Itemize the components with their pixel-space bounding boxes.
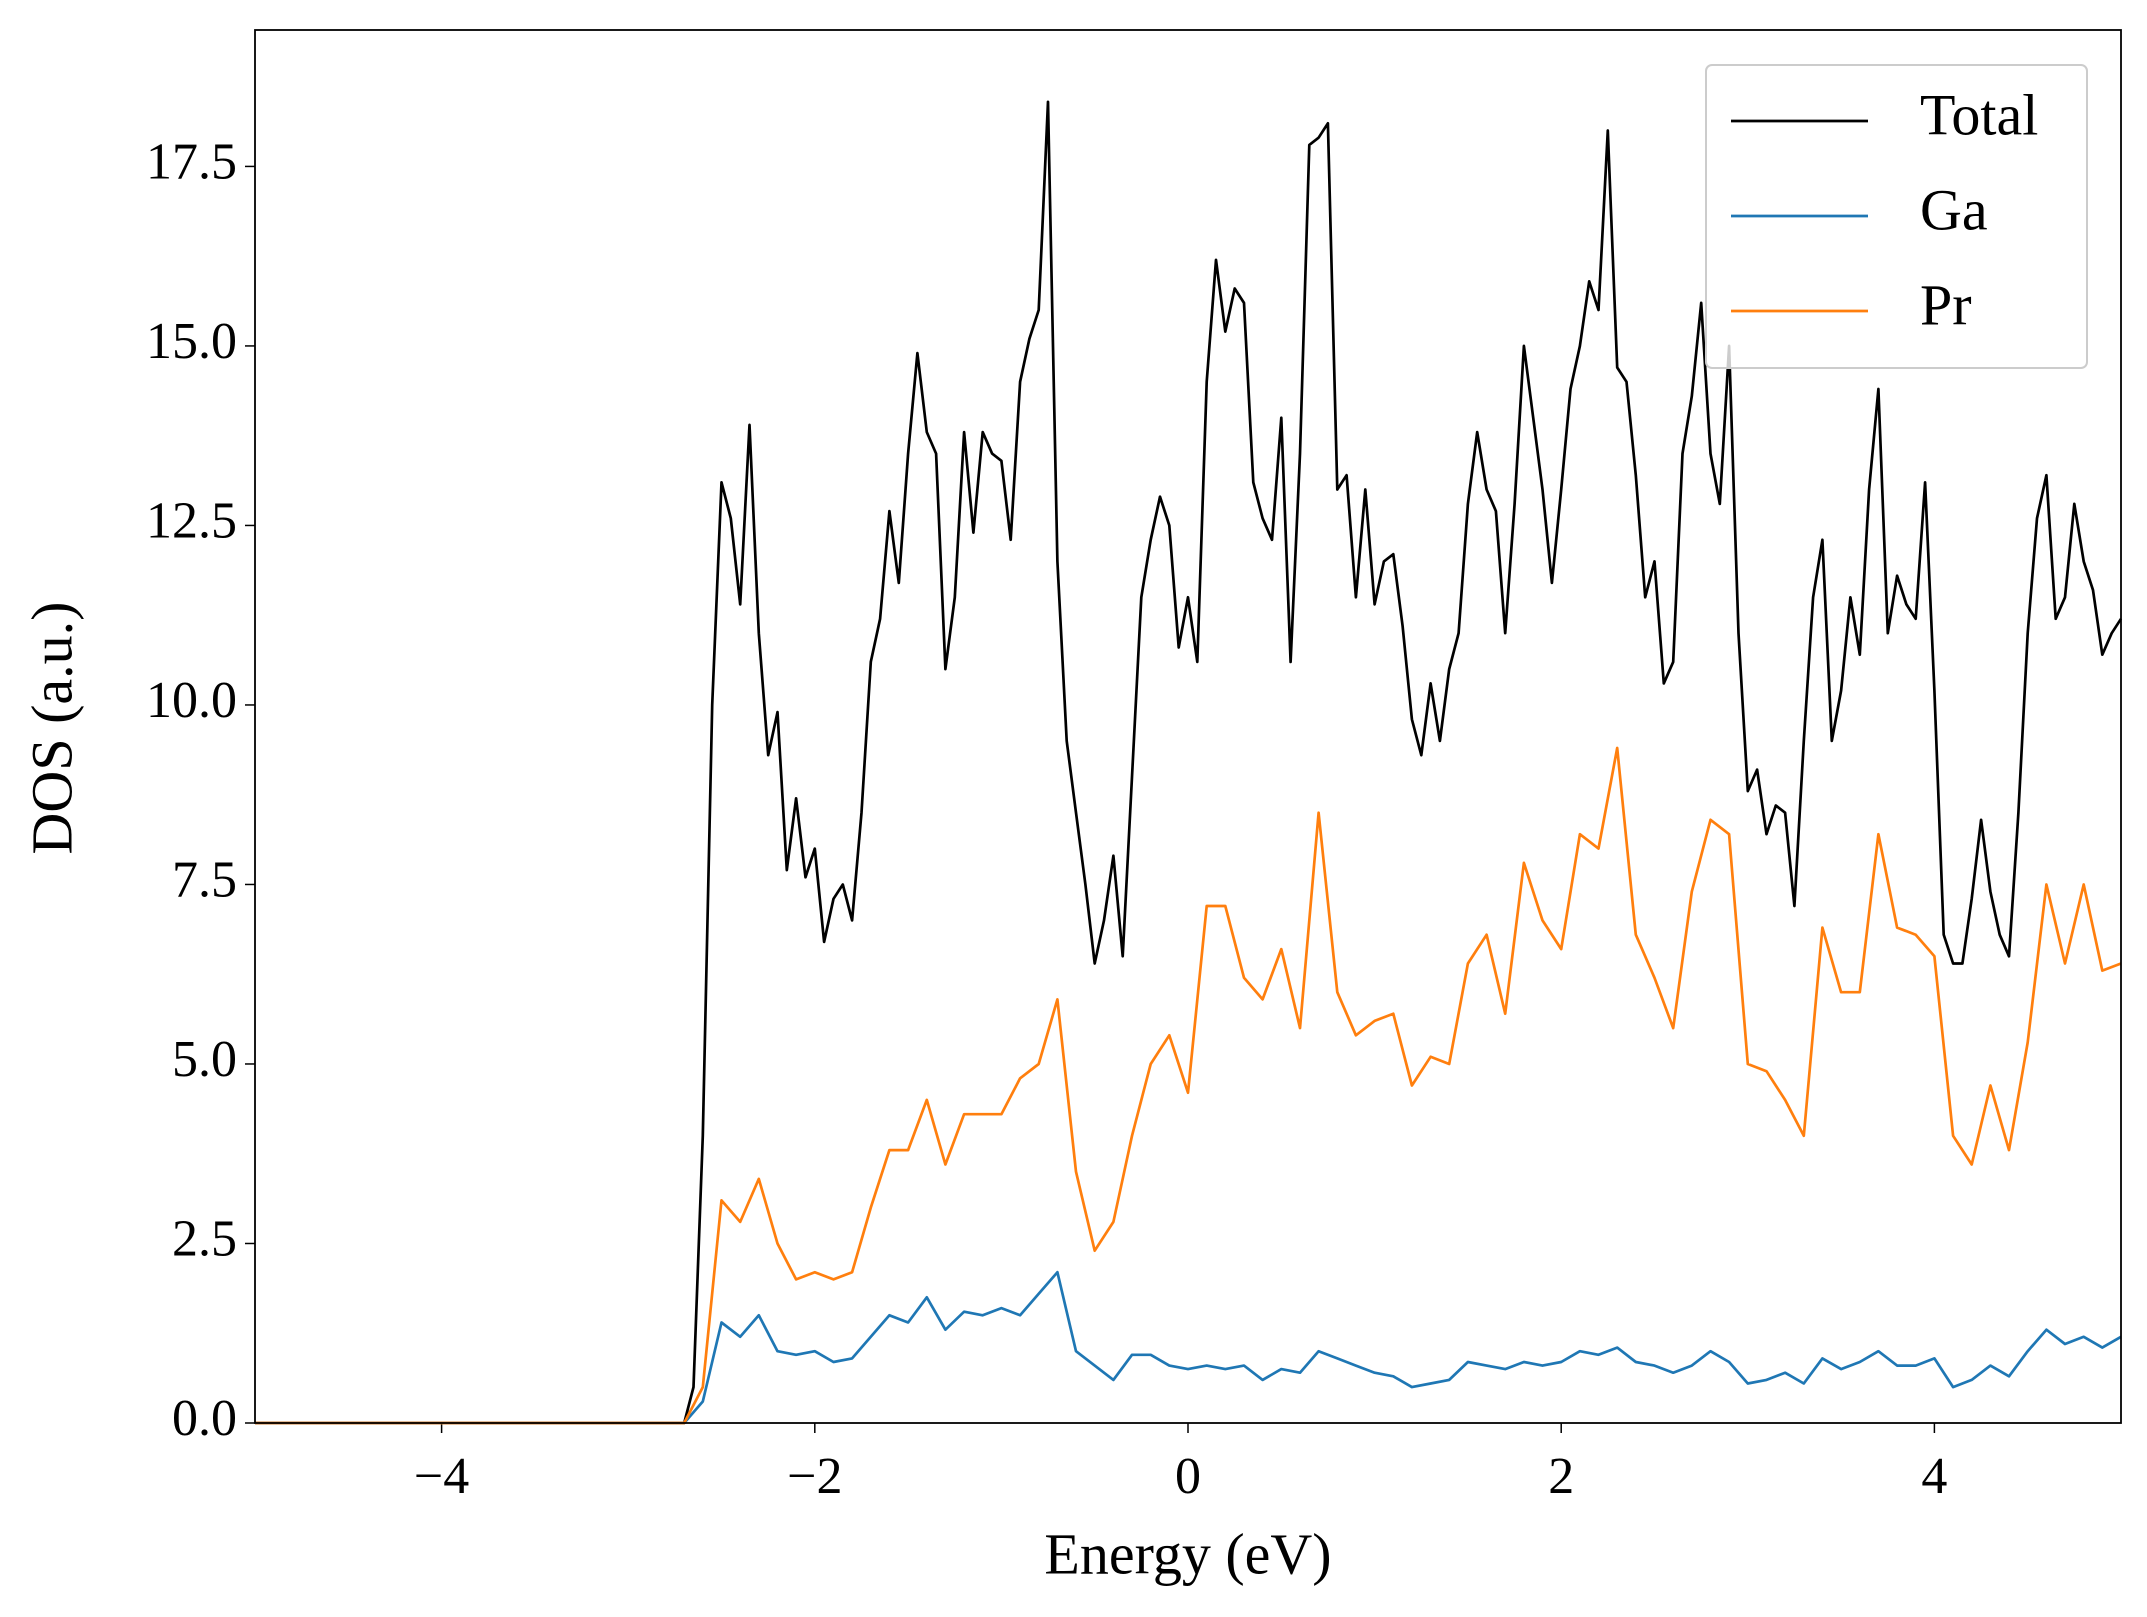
y-tick-label: 17.5	[146, 133, 237, 190]
legend-label: Ga	[1920, 177, 1988, 242]
x-tick-label: 0	[1175, 1448, 1201, 1505]
y-tick-label: 12.5	[146, 492, 237, 549]
plot-frame	[254, 29, 2122, 1424]
y-tick-label: 7.5	[172, 851, 237, 908]
y-tick-label: 15.0	[146, 313, 237, 370]
y-tick-label: 10.0	[146, 672, 237, 729]
line-series	[255, 746, 2122, 1425]
x-axis-label: Energy (eV)	[1044, 1521, 1331, 1586]
y-axis-label: DOS (a.u.)	[19, 602, 84, 855]
y-tick-label: 0.0	[172, 1390, 237, 1447]
x-tick-label: −4	[414, 1448, 469, 1505]
x-tick-label: 4	[1921, 1448, 1947, 1505]
x-tick-label: 2	[1548, 1448, 1574, 1505]
line-series	[255, 1270, 2122, 1425]
legend-label: Pr	[1920, 272, 1972, 337]
line-series	[255, 100, 2123, 1425]
x-tick-label: −2	[787, 1448, 842, 1505]
legend-box	[1705, 64, 2088, 369]
legend-label: Total	[1920, 82, 2038, 147]
y-tick-label: 5.0	[172, 1031, 237, 1088]
y-tick-label: 2.5	[172, 1210, 237, 1267]
